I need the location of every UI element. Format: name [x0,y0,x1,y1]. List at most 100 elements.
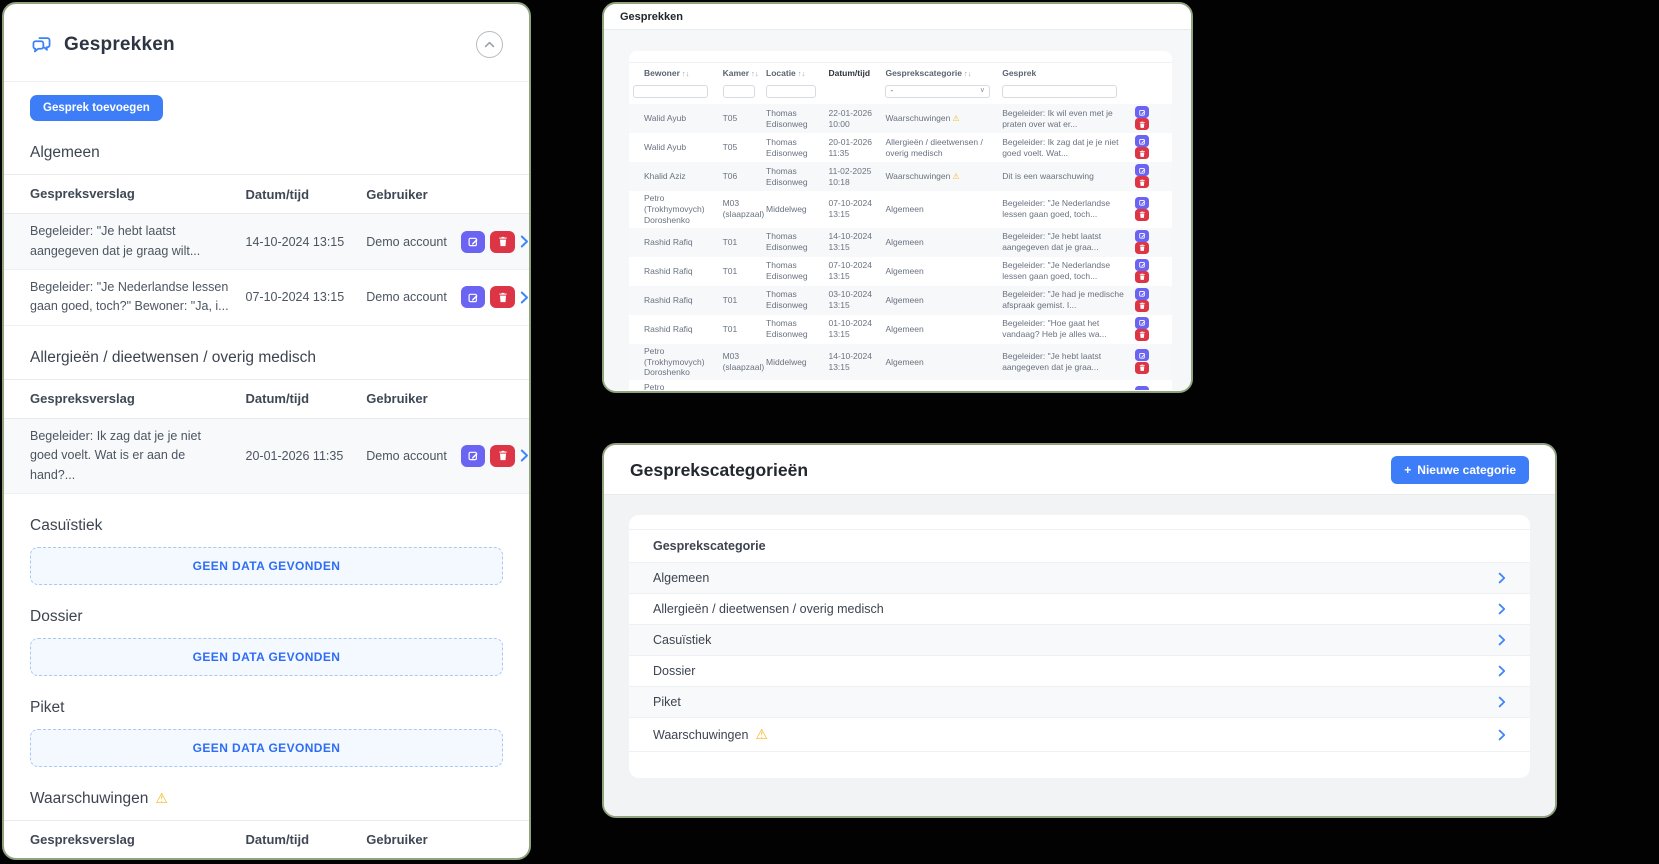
cell-gesprek: Begeleider: Ik wil even met je praten ov… [998,104,1132,133]
category-row[interactable]: Piket [629,687,1530,718]
column-header-locatie[interactable]: Locatie ↑↓ [762,62,825,82]
category-row[interactable]: Casuïstiek [629,625,1530,656]
collapse-panel-button[interactable] [476,31,503,58]
cell-bewoner: Khalid Aziz [629,162,719,191]
delete-button[interactable] [1135,209,1150,222]
pencil-icon [468,452,478,461]
delete-button[interactable] [490,230,515,253]
cell-gesprek: Begeleider: "Je hebt laatst aangegeven d… [998,343,1132,381]
new-category-button[interactable]: + Nieuwe categorie [1391,456,1529,484]
category-row[interactable]: Dossier [629,656,1530,687]
edit-button[interactable] [1135,229,1150,242]
open-row-chevron[interactable] [520,291,529,304]
column-header-gesprekscategorie[interactable]: Gesprekscategorie ↑↓ [881,62,999,82]
delete-button[interactable] [1135,271,1150,283]
edit-button[interactable] [1135,349,1150,362]
delete-button[interactable] [1135,242,1150,254]
open-row-chevron[interactable] [520,449,529,462]
table-card: Bewoner ↑↓ Kamer ↑↓ Locatie ↑↓ Datum/tijd Gespr… [629,51,1172,390]
edit-button[interactable] [460,286,486,309]
category-row[interactable]: Algemeen [629,563,1530,594]
cell-gesprek: Begeleider: "Je had je medische afspraak… [998,380,1131,390]
time-value: 13:15 [828,300,850,311]
delete-button[interactable] [1135,118,1150,131]
empty-state: GEEN DATA GEVONDEN [30,546,503,585]
cell-locatie: Thomas Edisonweg [762,227,825,257]
time-value: 10:00 [828,118,850,129]
delete-button[interactable] [490,444,515,467]
category-row[interactable]: Allergieën / dieetwensen / overig medisc… [629,594,1530,625]
filter-input-gesprek[interactable] [1002,85,1118,98]
date-value: 03-10-2024 [828,388,877,390]
edit-button[interactable] [1135,164,1150,176]
category-label: Dossier [653,664,695,678]
filter-cell [719,82,762,104]
category-label: Algemeen [653,571,709,585]
category-row[interactable]: Waarschuwingen ⚠ [629,718,1530,752]
edit-button[interactable] [1135,258,1150,271]
section-title: Casuïstiek [30,516,103,534]
delete-button[interactable] [1135,300,1150,312]
edit-button[interactable] [460,444,486,467]
cell-bewoner: Petro (Trokhymovych) Doroshenko [629,343,719,381]
column-header-kamer[interactable]: Kamer ↑↓ [718,62,763,82]
column-header-datumtijd: Datum/tijd [245,832,310,848]
chevron-right-icon [520,235,528,248]
cell-locatie: Middelweg [766,203,807,214]
edit-button[interactable] [1135,316,1150,329]
pencil-icon [1138,200,1145,206]
caret-down-icon: ∨ [979,87,985,95]
delete-button[interactable] [1135,361,1150,374]
date-value: 11-02-2025 [828,165,872,176]
category-name: Piket [653,695,681,709]
table-body: Walid Ayub T05 Thomas Edisonweg 22-01-2026 1… [629,104,1172,390]
column-header-gebruiker: Gebruiker [366,832,428,848]
add-conversation-button[interactable]: Gesprek toevoegen [30,95,163,121]
delete-button[interactable] [490,286,515,309]
delete-button[interactable] [1135,147,1150,160]
section-title: Dossier [30,607,83,625]
row-actions [1131,315,1172,344]
row-actions [1131,380,1172,390]
cell-locatie: Thomas Edisonweg [766,260,808,282]
chat-bubbles-icon [32,36,51,52]
column-header-datumtijd[interactable]: Datum/tijd [824,62,882,82]
table-head: Bewoner ↑↓ Kamer ↑↓ Locatie ↑↓ Datum/tijd Gespr… [629,62,1172,105]
open-row-chevron[interactable] [520,235,529,248]
divider [4,81,529,82]
column-header-gesprek[interactable]: Gesprek [998,62,1132,82]
edit-button[interactable] [1135,135,1150,147]
row-actions [460,444,529,467]
sort-icon: ↑↓ [751,69,759,78]
cell-gespreksverslag: Begeleider: "Je hebt laatst aangegeven d… [30,224,201,258]
date-value: 07-10-2024 [828,198,872,209]
pencil-icon [468,237,478,247]
edit-button[interactable] [1135,106,1150,118]
filter-cell: - ∨ [881,82,998,104]
chevron-right-icon [1498,696,1506,708]
column-header-bewoner[interactable]: Bewoner ↑↓ [629,62,719,82]
row-actions [1131,343,1172,381]
card-footer [629,752,1530,778]
table-row: Petro (Trokhymovych) Doroshenko M03 (slaa… [629,380,1172,390]
edit-button[interactable] [1135,287,1150,300]
trash-icon [1139,331,1145,339]
edit-button[interactable] [460,230,486,253]
filter-select-gesprekscategorie[interactable]: - ∨ [885,85,990,98]
filter-input-bewoner[interactable] [633,85,709,98]
row-actions [1131,104,1172,133]
cell-locatie: Thomas Edisonweg [762,162,825,191]
delete-button[interactable] [1135,329,1150,341]
category-name: Waarschuwingen [653,727,749,742]
cell-kamer: T05 [718,104,763,133]
edit-button[interactable] [1135,386,1150,390]
warning-icon: ⚠ [755,726,768,742]
edit-button[interactable] [1135,196,1150,209]
open-category-chevron [1498,696,1506,708]
filter-input-locatie[interactable] [766,85,817,98]
delete-button[interactable] [1135,176,1150,189]
section-heading-waarschuwingen: Waarschuwingen ⚠ [30,790,503,808]
cell-gesprekscategorie: Algemeen [881,285,999,315]
cell-kamer: T05 [722,142,738,153]
filter-input-kamer[interactable] [722,85,756,98]
